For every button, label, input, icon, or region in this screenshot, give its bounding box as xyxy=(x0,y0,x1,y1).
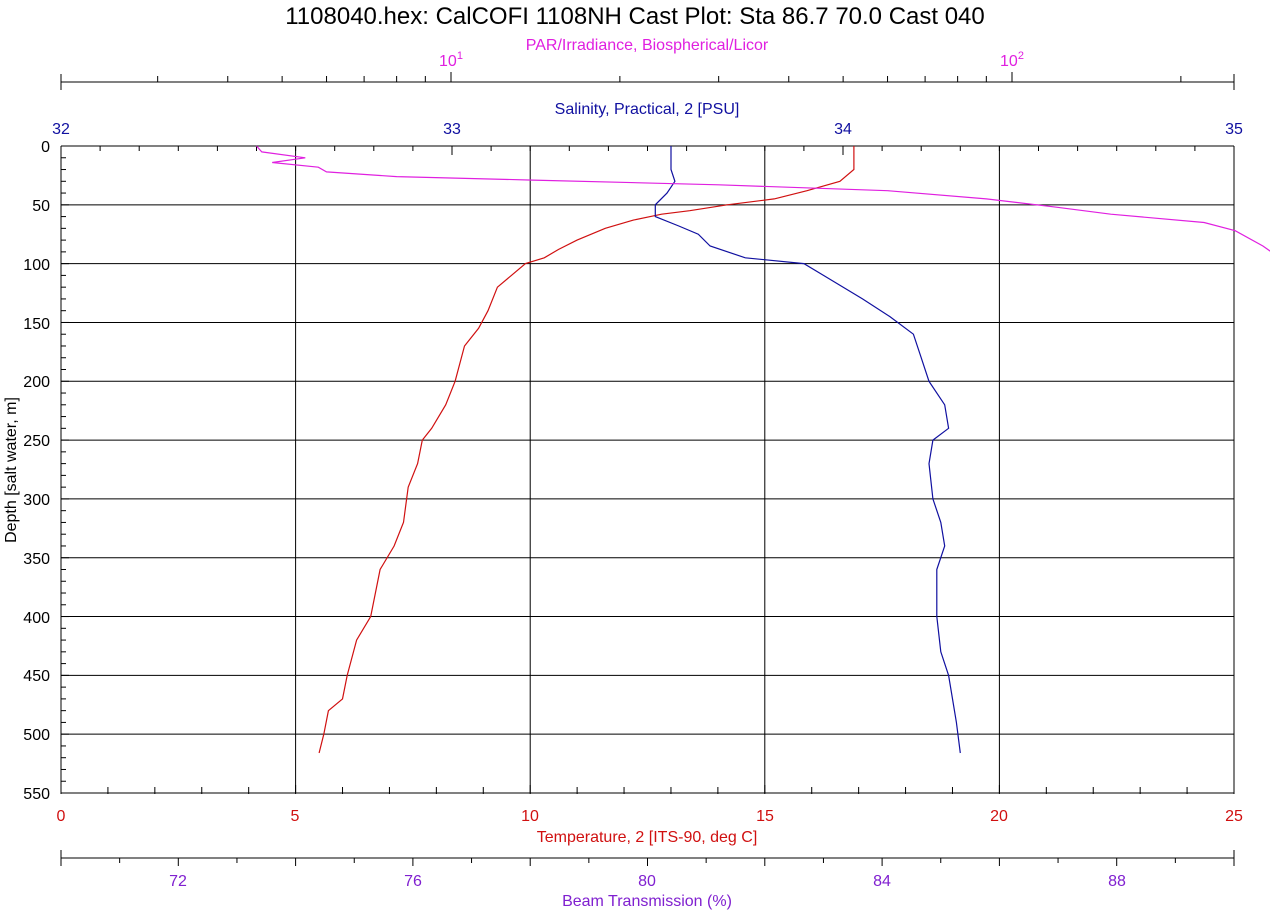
salinity-axis-label: Salinity, Practical, 2 [PSU] xyxy=(555,101,740,118)
depth-tick-label: 400 xyxy=(23,610,50,627)
temperature-tick-label: 5 xyxy=(291,808,300,825)
depth-tick-label: 450 xyxy=(23,668,50,685)
series-line-salinity xyxy=(654,146,961,754)
depth-tick-label: 250 xyxy=(23,433,50,450)
depth-tick-label: 100 xyxy=(23,257,50,274)
temperature-tick-label: 0 xyxy=(57,808,66,825)
beam-axis-label: Beam Transmission (%) xyxy=(562,893,732,910)
series-line-par xyxy=(256,145,1270,252)
beam-axis: 72 76 80 84 88 Beam Transmission (%) xyxy=(60,850,1235,910)
beam-tick-label: 88 xyxy=(1108,873,1126,890)
series-lines xyxy=(256,145,1270,754)
depth-tick-label: 350 xyxy=(23,551,50,568)
salinity-tick-label: 33 xyxy=(443,121,461,138)
depth-tick-label: 550 xyxy=(23,786,50,803)
temperature-tick-label: 25 xyxy=(1225,808,1243,825)
par-axis-label: PAR/Irradiance, Biospherical/Licor xyxy=(526,37,769,54)
par-axis-ticks xyxy=(60,72,1235,90)
depth-tick-label: 50 xyxy=(32,198,50,215)
depth-tick-label: 300 xyxy=(23,492,50,509)
depth-tick-label: 150 xyxy=(23,316,50,333)
temperature-tick-label: 10 xyxy=(521,808,539,825)
plot-area xyxy=(60,145,1270,794)
depth-axis-ticks xyxy=(61,145,69,794)
par-tick-label-10: 101 xyxy=(439,50,463,70)
par-axis: PAR/Irradiance, Biospherical/Licor 101 1… xyxy=(60,37,1235,90)
temperature-tick-label: 20 xyxy=(990,808,1008,825)
depth-axis-label: Depth [salt water, m] xyxy=(3,397,20,543)
temperature-axis: 0 5 10 15 20 25 Temperature, 2 [ITS-90, … xyxy=(57,785,1243,846)
beam-tick-label: 80 xyxy=(638,873,656,890)
beam-tick-label: 72 xyxy=(169,873,187,890)
depth-tick-label: 500 xyxy=(23,727,50,744)
salinity-tick-label: 35 xyxy=(1225,121,1243,138)
depth-axis: Depth [salt water, m] 0 50 100 150 200 2… xyxy=(3,139,50,803)
beam-tick-label: 84 xyxy=(873,873,891,890)
grid-lines xyxy=(60,145,1235,794)
salinity-axis-ticks xyxy=(60,146,1235,155)
par-tick-label-100: 102 xyxy=(1000,50,1024,70)
salinity-tick-label: 32 xyxy=(52,121,70,138)
temperature-axis-ticks xyxy=(60,785,1235,794)
depth-tick-label: 0 xyxy=(41,139,50,156)
temperature-tick-label: 15 xyxy=(756,808,774,825)
depth-tick-label: 200 xyxy=(23,374,50,391)
beam-tick-label: 76 xyxy=(404,873,422,890)
series-line-temperature xyxy=(318,146,855,754)
chart-title: 1108040.hex: CalCOFI 1108NH Cast Plot: S… xyxy=(285,3,985,30)
salinity-axis: Salinity, Practical, 2 [PSU] 32 33 34 35 xyxy=(52,101,1243,155)
temperature-axis-label: Temperature, 2 [ITS-90, deg C] xyxy=(537,829,758,846)
salinity-tick-label: 34 xyxy=(834,121,852,138)
beam-axis-ticks xyxy=(60,850,1235,866)
